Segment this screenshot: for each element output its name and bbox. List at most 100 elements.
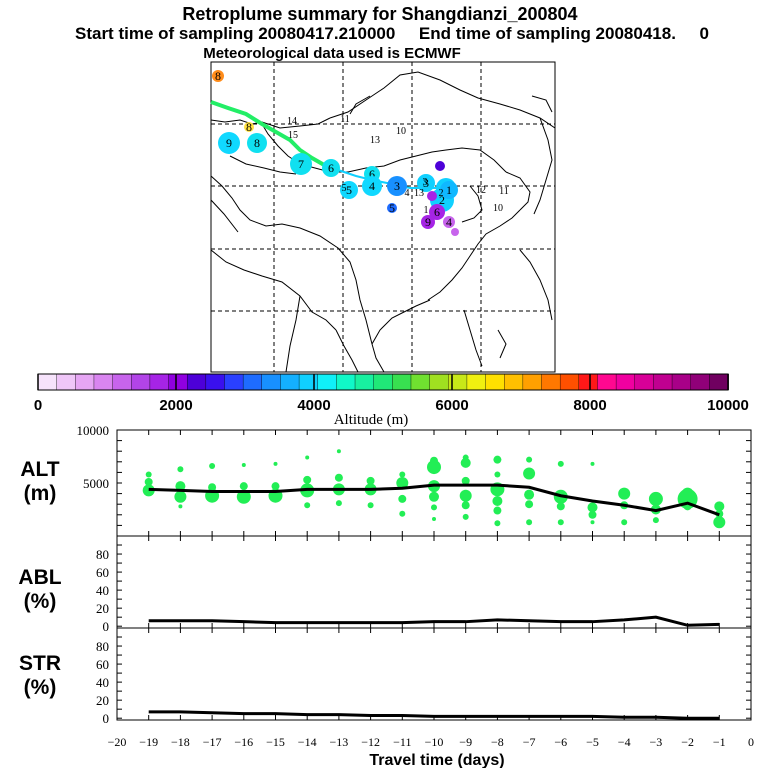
alt-scatter-point	[271, 482, 280, 491]
x-tick-label: −18	[171, 735, 190, 749]
colorbar-cell	[466, 373, 487, 391]
colorbar-cell	[410, 373, 431, 391]
map-marker-label: 8	[254, 136, 260, 150]
map-small-label: 2	[439, 188, 444, 199]
met-data-line: Meteorological data used is ECMWF	[203, 45, 461, 62]
alt-scatter-point	[461, 476, 470, 485]
alt-scatter-point	[588, 510, 597, 519]
colorbar-tick-label: 10000	[707, 397, 749, 414]
map-marker-label: 2	[439, 193, 445, 207]
colorbar-cell	[690, 373, 711, 391]
x-tick-label: −20	[108, 735, 127, 749]
map-small-label: 11	[340, 114, 350, 125]
map-marker	[290, 153, 312, 175]
x-tick-label: 0	[748, 735, 754, 749]
map-marker	[387, 176, 407, 196]
x-tick-label: −7	[523, 735, 536, 749]
alt-scatter-point	[145, 471, 152, 478]
colorbar-cell	[522, 373, 543, 391]
colorbar-cell	[37, 373, 58, 391]
x-tick-label: −8	[491, 735, 504, 749]
colorbar-cell	[280, 373, 300, 391]
map-marker-label: 6	[369, 167, 375, 181]
sampling-times: Start time of sampling 20080417.210000 E…	[74, 24, 709, 43]
x-tick-label: −17	[203, 735, 222, 749]
alt-scatter-point	[273, 461, 278, 466]
alt-scatter-point	[493, 506, 502, 515]
alt-scatter-point	[462, 513, 469, 520]
map-marker	[429, 204, 445, 220]
x-tick-label: −2	[681, 735, 694, 749]
colorbar-cell	[709, 373, 729, 391]
alt-scatter-point	[366, 476, 375, 485]
x-tick-label: −16	[234, 735, 253, 749]
time-series-panels: ALT (m) ABL (%) STR (%) 10000 5000 80 60 40 2…	[18, 423, 754, 768]
alt-scatter-point	[208, 483, 217, 492]
alt-scatter-point	[304, 502, 311, 509]
str-ylabel: STR	[19, 652, 61, 675]
map-marker	[451, 228, 459, 236]
alt-scatter-point	[526, 456, 533, 463]
alt-scatter-point	[431, 504, 437, 511]
alt-scatter-point	[396, 477, 409, 489]
x-tick-label: −5	[586, 735, 599, 749]
map-marker	[340, 181, 358, 199]
y-tick-label: 40	[96, 675, 109, 690]
alt-scatter-point	[427, 460, 441, 475]
alt-scatter-point	[524, 489, 535, 500]
alt-scatter-point	[462, 454, 469, 461]
colorbar-cell	[112, 373, 133, 391]
map-marker	[417, 174, 435, 192]
colorbar-cell	[653, 373, 673, 391]
map-marker-label: 9	[425, 215, 431, 229]
alt-scatter-point	[429, 491, 439, 502]
map-marker	[362, 176, 382, 196]
map-marker	[212, 70, 224, 82]
colorbar-cell	[205, 373, 226, 391]
alt-scatter-point	[177, 466, 184, 473]
alt-scatter-point	[432, 517, 436, 522]
alt-scatter-point	[621, 519, 628, 526]
colorbar-cell	[131, 373, 151, 391]
abl-ylabel: ABL	[18, 566, 61, 589]
alt-scatter-point	[590, 520, 595, 525]
map-marker	[218, 132, 240, 154]
map-small-label: 10	[396, 126, 406, 137]
colorbar-cell	[392, 373, 412, 391]
str-ylabel-unit: (%)	[24, 676, 57, 699]
colorbar-cell	[56, 373, 77, 391]
map-marker	[244, 122, 254, 132]
x-tick-label: −4	[618, 735, 631, 749]
chart-title: Retroplume summary for Shangdianzi_20080…	[182, 4, 578, 24]
colorbar-cell	[242, 373, 263, 391]
colorbar-cell	[448, 373, 468, 391]
alt-scatter-point	[178, 504, 183, 509]
alt-scatter-point	[494, 520, 501, 527]
alt-scatter-point	[398, 494, 407, 503]
colorbar-cell	[168, 373, 188, 391]
colorbar-cell	[186, 373, 207, 391]
alt-scatter-point	[461, 501, 470, 510]
map-small-label: 10	[493, 203, 503, 214]
alt-scatter-point	[303, 475, 312, 484]
map-small-label: 1	[424, 205, 429, 216]
y-tick-label: 10000	[77, 423, 110, 438]
alt-mean-line	[148, 483, 720, 517]
map-marker	[440, 181, 458, 199]
alt-scatter-point	[681, 487, 694, 500]
colorbar-cell	[298, 373, 319, 391]
colorbar-cell	[559, 373, 580, 391]
abl-line	[148, 615, 720, 627]
map-marker	[247, 133, 267, 153]
map-small-label: 13	[414, 188, 424, 199]
map-marker-label: 5	[389, 201, 395, 215]
x-tick-label: −14	[298, 735, 317, 749]
alt-scatter-point	[523, 467, 536, 480]
map-marker-label: 7	[298, 157, 304, 171]
map-marker	[421, 215, 435, 229]
map-marker-label: 9	[226, 136, 232, 150]
colorbar-cell	[429, 373, 450, 391]
map-marker-label: 3	[394, 179, 400, 193]
alt-scatter-point	[460, 457, 471, 468]
